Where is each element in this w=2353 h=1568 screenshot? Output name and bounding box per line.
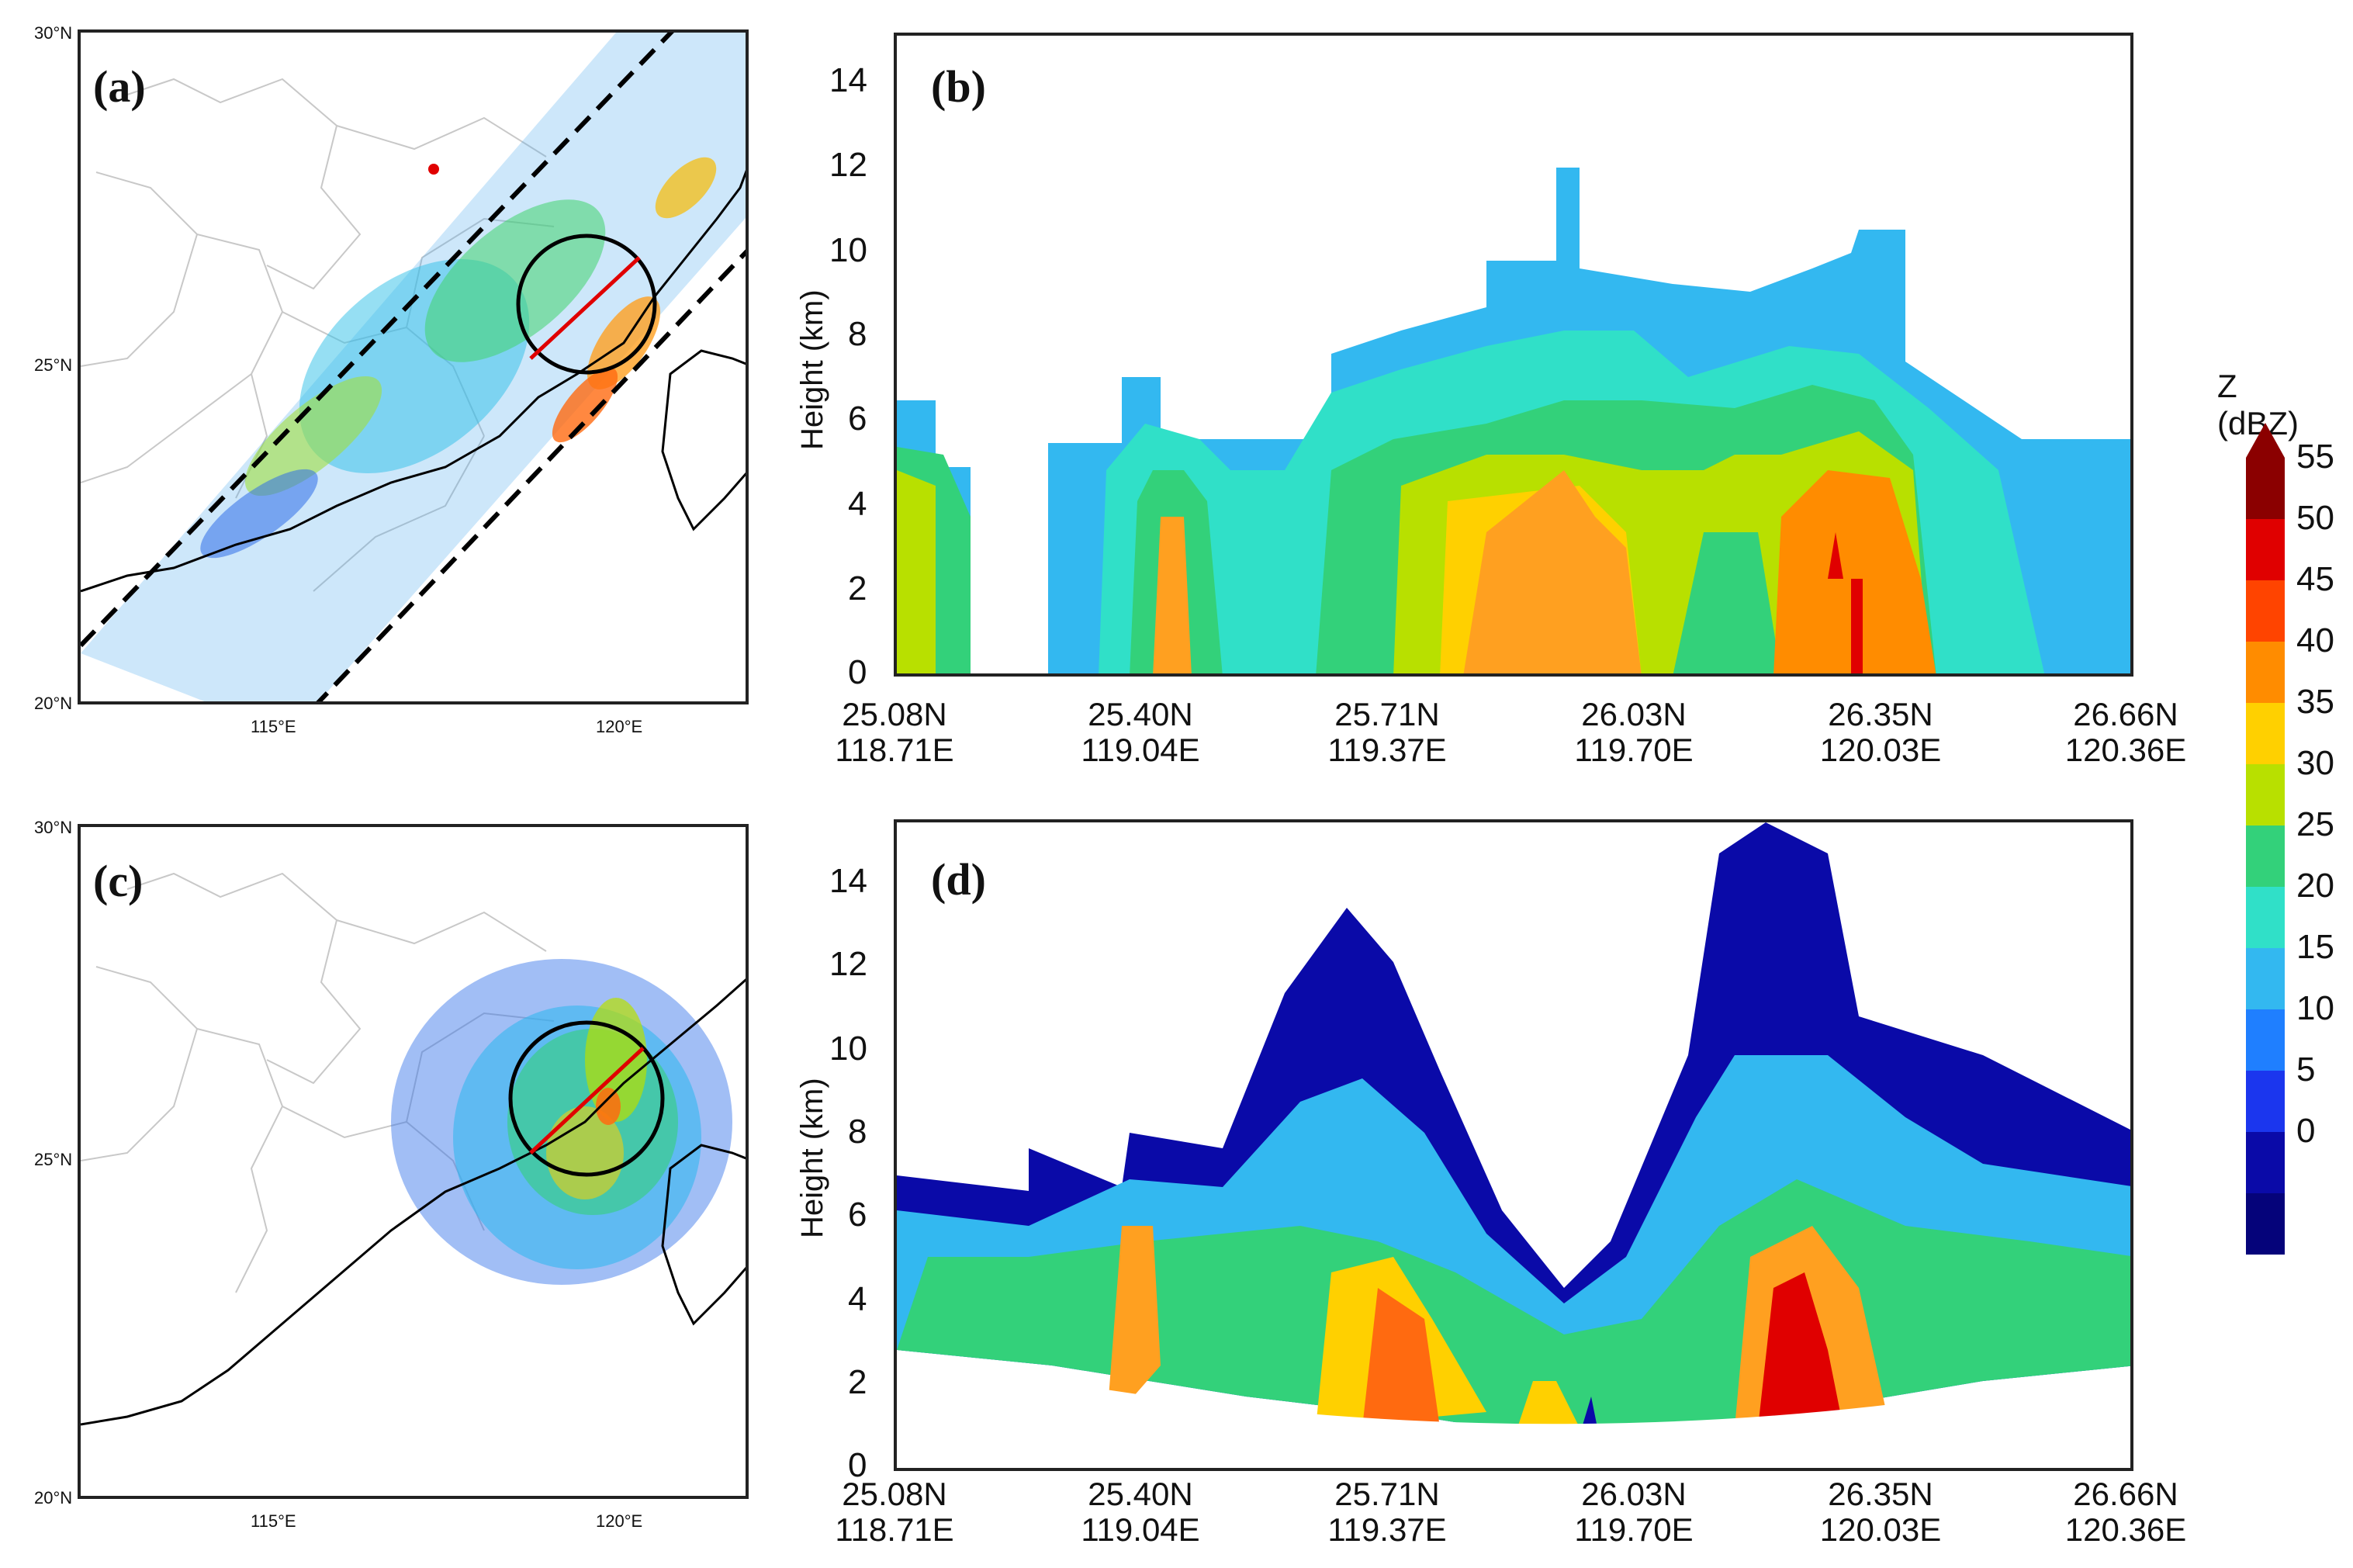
map-a-frame [78,29,749,704]
panel-d-label: (d) [931,854,986,905]
colorbar-swatch [2246,948,2285,1009]
d-ytick-6: 6 [848,1196,867,1234]
colorbar-swatch [2246,826,2285,887]
colorbar-swatch [2246,458,2285,519]
d-ytick-10: 10 [829,1030,867,1068]
d-ytick-4: 4 [848,1280,867,1318]
panel-b-label: (b) [931,61,986,112]
lon-tick-120: 120°E [596,717,643,736]
colorbar-level-label: 30 [2296,744,2334,782]
colorbar-swatch [2246,703,2285,764]
lon-tick-120-c: 120°E [596,1511,643,1531]
d-ytick-2: 2 [848,1363,867,1401]
section-d-ylabel: Height (km) [795,1078,829,1238]
d-xtick-5: 26.66N 120.36E [2064,1476,2187,1548]
colorbar-swatch [2246,1193,2285,1255]
panel-c-label: (c) [93,856,144,906]
colorbar-swatch [2246,642,2285,703]
panel-a-label: (a) [93,61,146,112]
d-ytick-12: 12 [829,945,867,983]
section-b-svg [897,168,2130,673]
colorbar-level-label: 0 [2296,1112,2316,1150]
lat-tick-30-c: 30°N [34,818,73,837]
b-ytick-0: 0 [848,653,867,691]
taiwan-outline [661,349,746,531]
d-ytick-0: 0 [848,1446,867,1484]
colorbar-level-label: 10 [2296,989,2334,1027]
lat-tick-20: 20°N [34,694,73,713]
d-xtick-3: 26.03N 119.70E [1574,1476,1694,1548]
section-b-frame [894,33,2133,677]
colorbar-swatch [2246,887,2285,948]
colorbar-swatch [2246,1071,2285,1132]
colorbar-level-label: 40 [2296,621,2334,659]
b-ytick-14: 14 [829,61,867,99]
b-ytick-2: 2 [848,569,867,607]
colorbar-level-label: 20 [2296,867,2334,905]
map-c-svg [81,872,746,1426]
colorbar-swatch [2246,519,2285,580]
d-xtick-4: 26.35N 120.03E [1819,1476,1942,1548]
d-xtick-0: 25.08N 118.71E [835,1476,954,1548]
b-xtick-4: 26.35N 120.03E [1819,696,1942,768]
d-ytick-14: 14 [829,862,867,900]
colorbar-level-label: 55 [2296,438,2334,476]
colorbar-level-label: 25 [2296,805,2334,843]
b-xtick-3: 26.03N 119.70E [1574,696,1694,768]
colorbar-level-label: 50 [2296,499,2334,537]
b-xtick-5: 26.66N 120.36E [2064,696,2187,768]
b-xtick-0: 25.08N 118.71E [835,696,954,768]
d-xtick-1: 25.40N 119.04E [1081,1476,1200,1548]
colorbar-swatch [2246,764,2285,826]
map-c-frame [78,824,749,1499]
radar-range-circle [516,234,657,375]
lat-tick-25-c: 25°N [34,1150,73,1169]
coastline [81,170,746,593]
b-ytick-10: 10 [829,231,867,269]
colorbar-swatch [2246,580,2285,642]
section-d-frame [894,819,2133,1471]
d-ytick-8: 8 [848,1113,867,1151]
section-d-svg [897,822,2130,1468]
colorbar-level-label: 35 [2296,683,2334,721]
b-ytick-12: 12 [829,146,867,184]
colorbar-title: Z (dBZ) [2217,368,2299,441]
d-xtick-2: 25.71N 119.37E [1327,1476,1447,1548]
lat-tick-25: 25°N [34,355,73,375]
lon-tick-115-c: 115°E [251,1511,296,1531]
lat-tick-20-c: 20°N [34,1488,73,1507]
b-xtick-1: 25.40N 119.04E [1081,696,1200,768]
b-ytick-8: 8 [848,315,867,353]
colorbar-swatch [2246,1132,2285,1193]
b-ytick-6: 6 [848,400,867,438]
section-b-ylabel: Height (km) [795,289,829,450]
colorbar-level-label: 15 [2296,928,2334,966]
lat-tick-30: 30°N [34,23,73,43]
b-ytick-4: 4 [848,485,867,523]
colorbar-level-label: 45 [2296,560,2334,598]
colorbar-swatch [2246,1009,2285,1071]
b-xtick-2: 25.71N 119.37E [1327,696,1447,768]
colorbar-level-label: 5 [2296,1051,2316,1089]
map-a-svg [81,33,746,701]
lon-tick-115: 115°E [251,717,296,736]
